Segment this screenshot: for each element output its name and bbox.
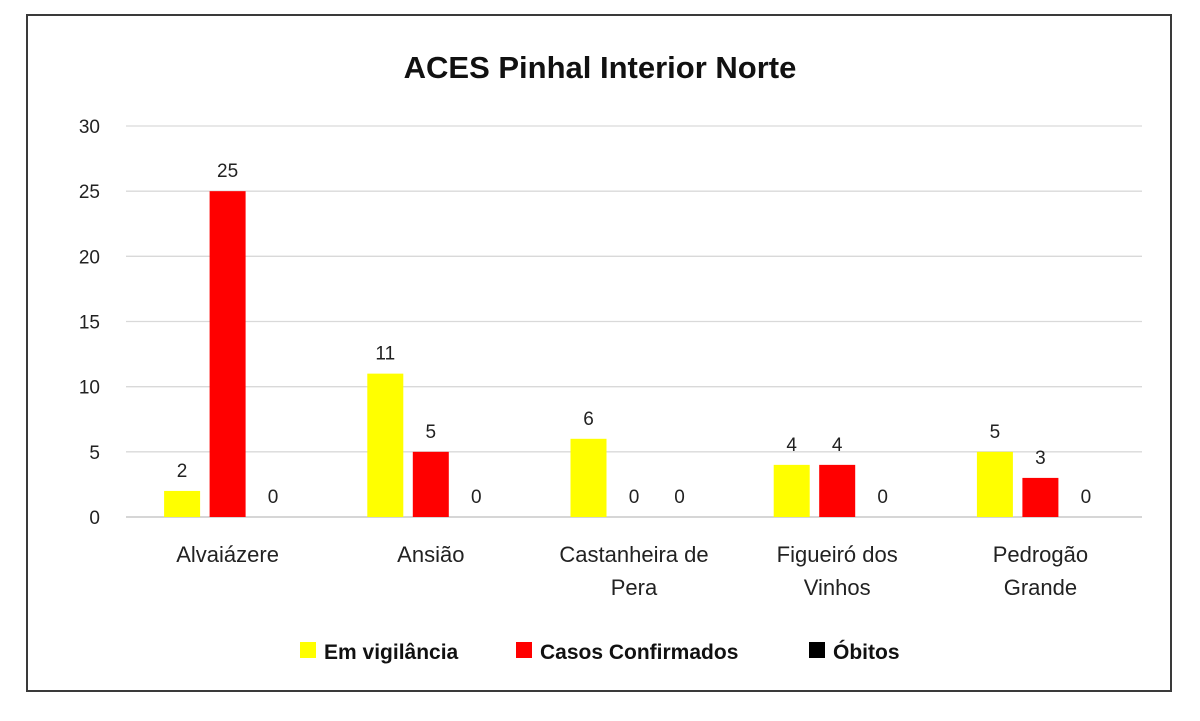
data-label: 0 — [629, 487, 640, 508]
data-label: 5 — [990, 422, 1001, 443]
chart-title: ACES Pinhal Interior Norte — [404, 50, 797, 85]
data-label: 0 — [1081, 487, 1092, 508]
y-tick-label: 25 — [79, 182, 100, 203]
bar — [773, 464, 810, 517]
bar — [367, 373, 404, 517]
bar — [164, 490, 201, 517]
chart-frame: ACES Pinhal Interior Norte 0 5 10 15 20 25 30 … — [26, 14, 1172, 692]
data-label: 11 — [375, 344, 395, 365]
legend-swatch — [300, 642, 316, 658]
x-tick-label: Pedrogão — [993, 542, 1088, 567]
data-label: 4 — [832, 435, 843, 456]
y-tick-label: 20 — [79, 247, 100, 268]
bar — [976, 451, 1013, 517]
bar — [209, 191, 246, 517]
data-labels: 2 25 0 11 5 0 6 0 0 4 4 0 5 3 0 — [177, 161, 1091, 508]
x-tick-label: Castanheira de — [559, 542, 708, 567]
bars — [164, 191, 1059, 517]
data-label: 5 — [426, 422, 437, 443]
data-label: 25 — [217, 161, 238, 182]
data-label: 6 — [583, 409, 594, 430]
x-tick-label: Alvaiázere — [176, 542, 279, 567]
bar — [819, 464, 856, 517]
legend-entry: Óbitos — [833, 640, 900, 664]
x-tick-label: Vinhos — [804, 575, 871, 600]
x-tick-label: Pera — [611, 575, 658, 600]
data-label: 0 — [877, 487, 888, 508]
bar — [570, 438, 607, 517]
y-axis-ticks: 0 5 10 15 20 25 30 — [79, 117, 100, 529]
legend-entry: Casos Confirmados — [540, 641, 738, 664]
data-label: 4 — [786, 435, 797, 456]
x-tick-label: Grande — [1004, 575, 1077, 600]
y-tick-label: 10 — [79, 378, 100, 399]
data-label: 0 — [268, 487, 279, 508]
y-tick-label: 5 — [89, 443, 100, 464]
legend-entry: Em vigilância — [324, 641, 459, 664]
legend: Em vigilância Casos Confirmados Óbitos — [300, 640, 900, 664]
data-label: 0 — [674, 487, 685, 508]
x-axis-ticks: Alvaiázere Ansião Castanheira de Pera Figuei… — [176, 542, 1088, 600]
bar — [412, 451, 449, 517]
data-label: 0 — [471, 487, 482, 508]
gridlines — [126, 125, 1142, 518]
legend-swatch — [809, 642, 825, 658]
bar-chart: ACES Pinhal Interior Norte 051015202530 … — [79, 50, 1142, 664]
y-tick-label: 0 — [89, 508, 100, 529]
data-label: 3 — [1035, 448, 1046, 469]
y-tick-label: 30 — [79, 117, 100, 138]
legend-swatch — [516, 642, 532, 658]
x-tick-label: Figueiró dos — [777, 542, 898, 567]
x-tick-label: Ansião — [397, 542, 464, 567]
y-tick-label: 15 — [79, 313, 100, 334]
bar — [1022, 477, 1059, 517]
data-label: 2 — [177, 461, 188, 482]
